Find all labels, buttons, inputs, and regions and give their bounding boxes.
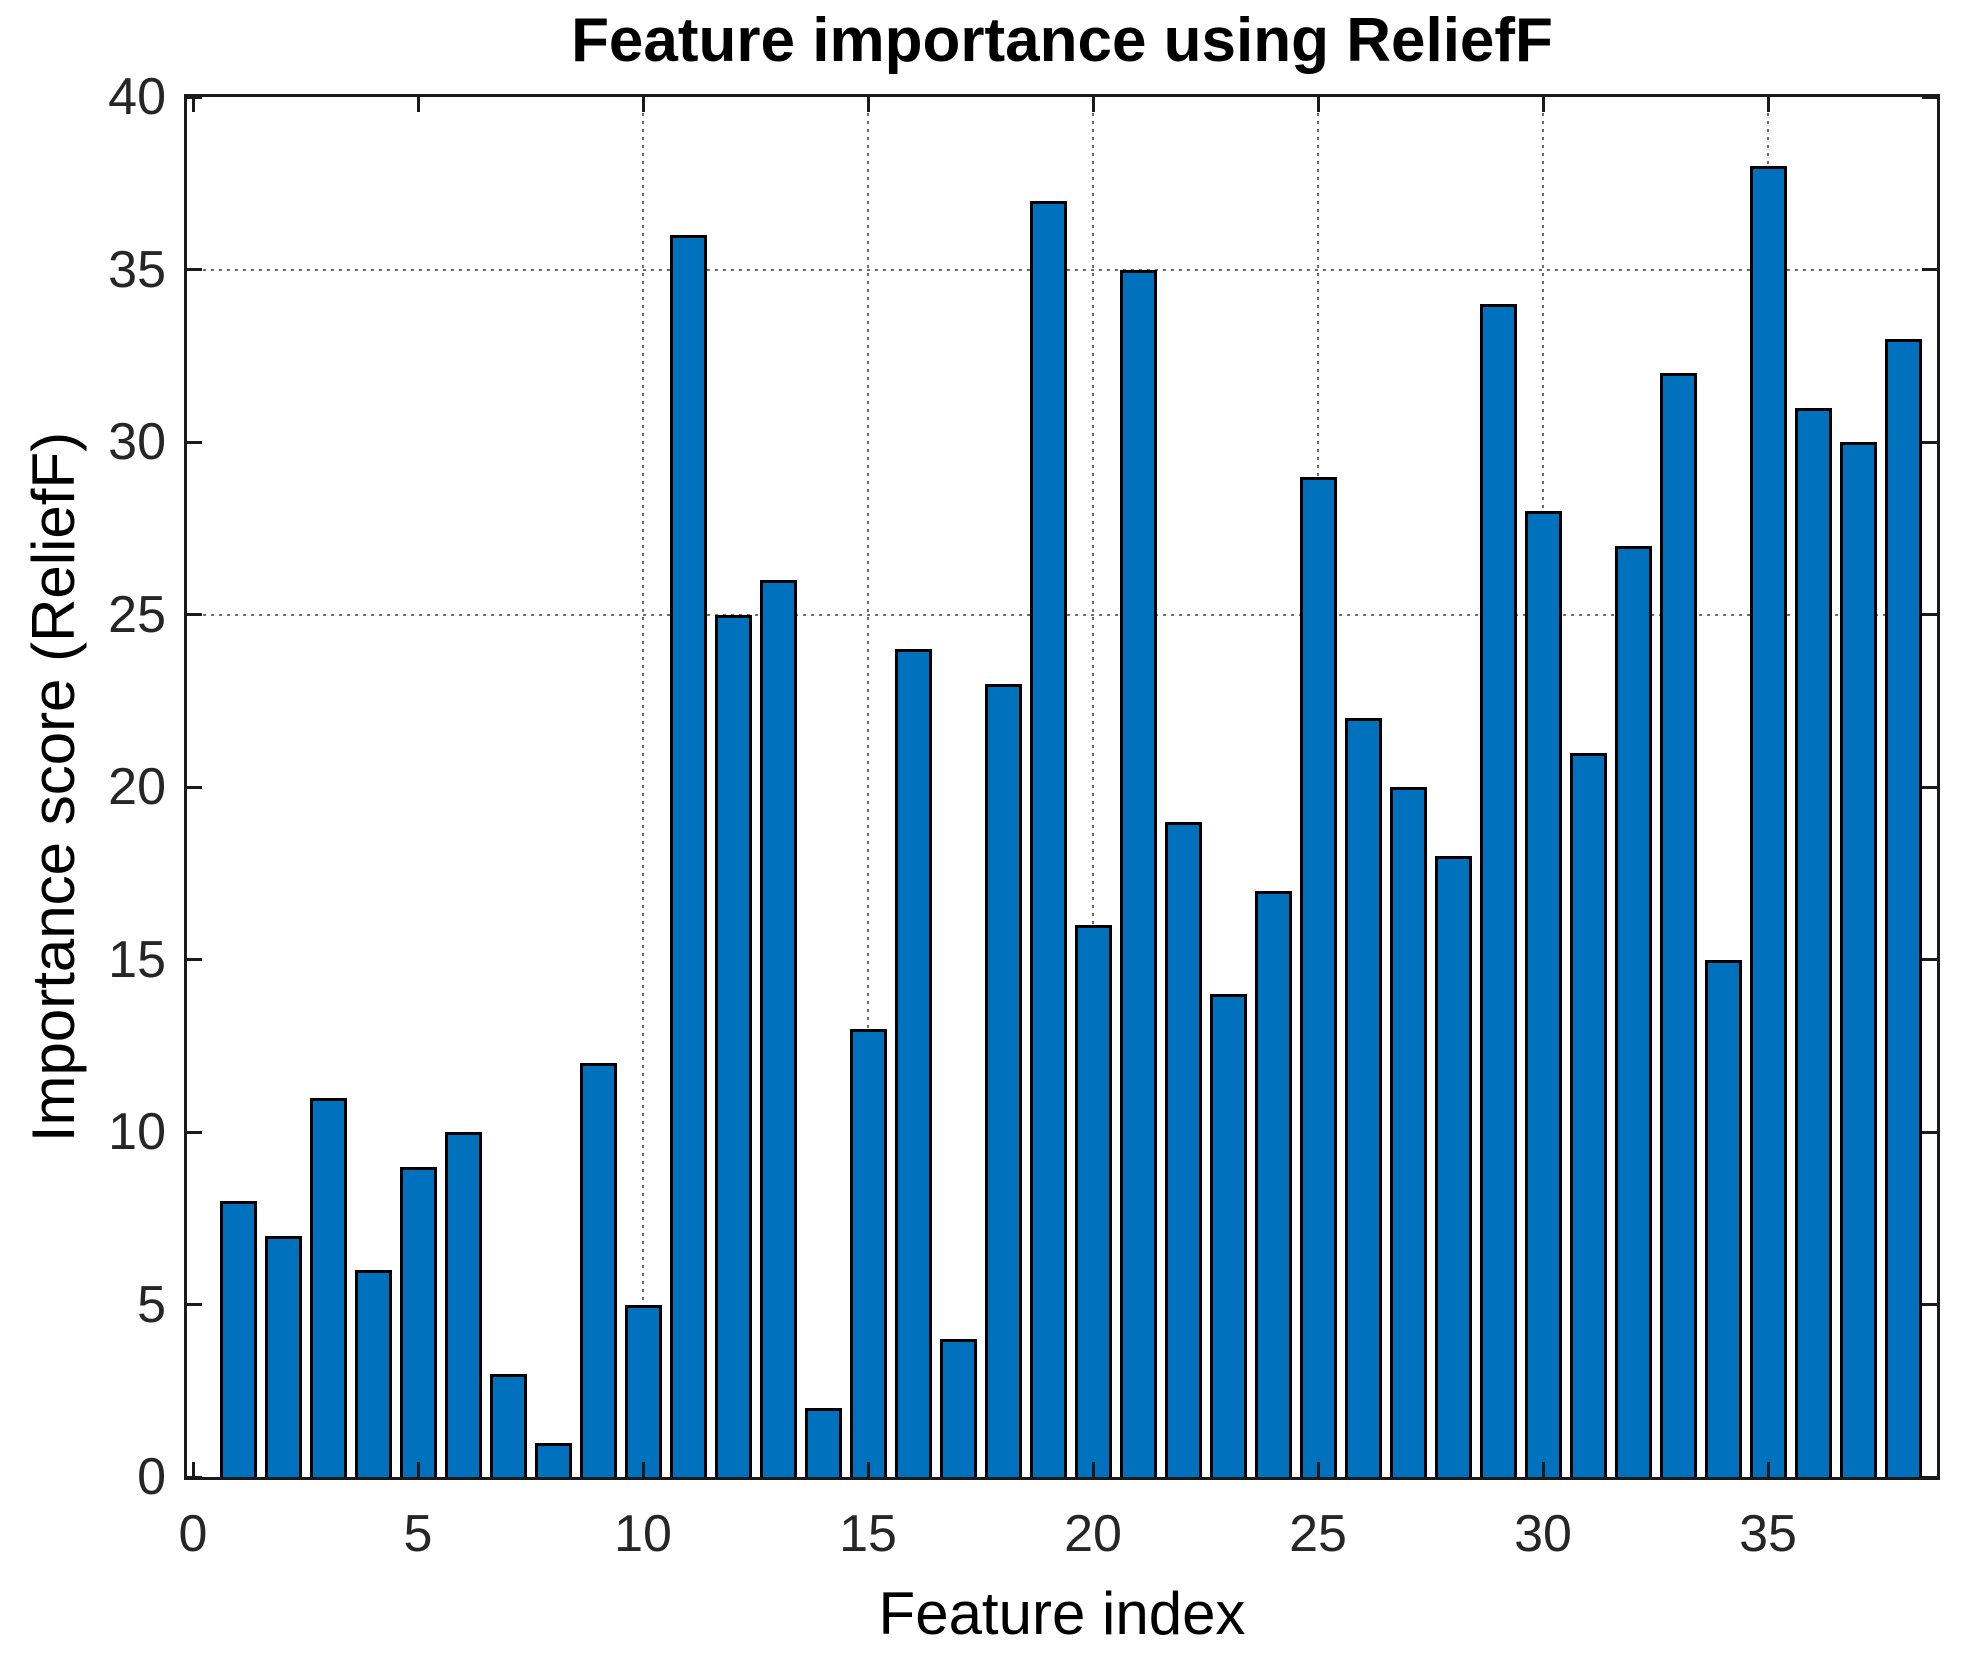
x-tick-label-25: 25 <box>1289 1505 1347 1563</box>
bar-feature-14 <box>804 1408 842 1477</box>
bar-feature-9 <box>579 1063 617 1477</box>
x-tick-20 <box>1091 1462 1095 1477</box>
y-tick-0 <box>187 1475 202 1479</box>
y-tick-label-35: 35 <box>108 240 166 299</box>
x-tick-label-5: 5 <box>403 1505 433 1563</box>
bar-feature-8 <box>534 1442 572 1477</box>
chart-title: Feature importance using ReliefF <box>571 6 1553 75</box>
y-tick-right-25 <box>1922 613 1937 616</box>
x-tick-top-10 <box>641 97 645 112</box>
bar-feature-26 <box>1344 718 1382 1477</box>
gridline-x-10 <box>642 97 644 1477</box>
y-tick-right-35 <box>1922 268 1937 271</box>
y-tick-10 <box>187 1130 202 1134</box>
y-tick-label-0: 0 <box>137 1448 166 1506</box>
bar-feature-36 <box>1794 407 1832 1477</box>
y-tick-35 <box>187 268 202 271</box>
y-tick-right-40 <box>1922 95 1937 99</box>
bar-feature-15 <box>849 1028 887 1477</box>
x-tick-5 <box>416 1462 420 1477</box>
bar-feature-7 <box>489 1373 527 1477</box>
bar-feature-19 <box>1029 200 1067 1477</box>
bar-feature-32 <box>1614 545 1652 1477</box>
y-tick-label-40: 40 <box>108 68 166 126</box>
bar-feature-29 <box>1479 304 1517 1477</box>
bar-feature-37 <box>1839 442 1877 1477</box>
y-tick-label-15: 15 <box>108 930 166 989</box>
x-tick-label-15: 15 <box>839 1505 897 1563</box>
bar-feature-22 <box>1164 821 1202 1477</box>
bar-feature-6 <box>444 1132 482 1477</box>
bar-feature-5 <box>399 1166 437 1477</box>
y-tick-20 <box>187 785 202 789</box>
x-tick-label-0: 0 <box>178 1505 208 1563</box>
y-tick-15 <box>187 958 202 961</box>
y-tick-30 <box>187 440 202 444</box>
bar-feature-30 <box>1524 511 1562 1477</box>
y-tick-right-5 <box>1922 1303 1937 1306</box>
y-tick-40 <box>187 95 202 99</box>
bar-feature-16 <box>894 649 932 1477</box>
y-tick-right-20 <box>1922 785 1937 789</box>
bar-feature-10 <box>624 1304 662 1477</box>
bar-feature-27 <box>1389 787 1427 1477</box>
bar-feature-2 <box>264 1235 302 1477</box>
x-tick-25 <box>1316 1462 1320 1477</box>
x-tick-label-20: 20 <box>1064 1505 1122 1563</box>
y-tick-label-20: 20 <box>108 758 166 816</box>
bar-feature-23 <box>1209 994 1247 1477</box>
x-tick-0 <box>191 1462 195 1477</box>
bar-feature-28 <box>1434 856 1472 1477</box>
gridline-x-20 <box>1092 97 1094 1477</box>
x-tick-30 <box>1541 1462 1545 1477</box>
x-tick-15 <box>866 1462 870 1477</box>
y-tick-label-25: 25 <box>108 585 166 644</box>
bars-layer <box>187 97 1937 1477</box>
x-tick-label-10: 10 <box>614 1505 672 1563</box>
y-tick-5 <box>187 1303 202 1306</box>
bar-feature-1 <box>219 1201 257 1477</box>
x-tick-top-25 <box>1316 97 1320 112</box>
bar-feature-35 <box>1749 166 1787 1477</box>
y-tick-25 <box>187 613 202 616</box>
bar-feature-18 <box>984 683 1022 1477</box>
x-tick-label-35: 35 <box>1739 1505 1797 1563</box>
x-axis-label: Feature index <box>878 1580 1246 1647</box>
y-tick-right-10 <box>1922 1130 1937 1134</box>
bar-feature-17 <box>939 1339 977 1477</box>
y-tick-label-30: 30 <box>108 413 166 471</box>
y-tick-right-0 <box>1922 1475 1937 1479</box>
bar-feature-24 <box>1254 890 1292 1477</box>
x-tick-top-5 <box>416 97 420 112</box>
x-tick-top-20 <box>1091 97 1095 112</box>
x-tick-top-15 <box>866 97 870 112</box>
bar-feature-38 <box>1884 338 1922 1477</box>
gridline-x-15 <box>867 97 869 1477</box>
bar-feature-11 <box>669 235 707 1477</box>
x-tick-top-30 <box>1541 97 1545 112</box>
bar-feature-34 <box>1704 959 1742 1477</box>
bar-feature-3 <box>309 1097 347 1477</box>
bar-feature-21 <box>1119 269 1157 1477</box>
bar-feature-12 <box>714 614 752 1477</box>
bar-feature-13 <box>759 580 797 1477</box>
y-tick-right-30 <box>1922 440 1937 444</box>
x-tick-35 <box>1766 1462 1770 1477</box>
bar-feature-20 <box>1074 925 1112 1477</box>
x-tick-top-0 <box>191 97 195 112</box>
ticks-layer <box>187 95 1937 1479</box>
bar-feature-31 <box>1569 752 1607 1477</box>
x-tick-label-30: 30 <box>1514 1505 1572 1563</box>
bar-feature-25 <box>1299 476 1337 1477</box>
y-tick-right-15 <box>1922 958 1937 961</box>
plot-area <box>184 94 1940 1480</box>
bar-feature-33 <box>1659 373 1697 1477</box>
y-tick-label-10: 10 <box>108 1103 166 1161</box>
x-tick-10 <box>641 1462 645 1477</box>
y-tick-label-5: 5 <box>137 1275 166 1334</box>
x-tick-top-35 <box>1766 97 1770 112</box>
bar-feature-4 <box>354 1270 392 1477</box>
